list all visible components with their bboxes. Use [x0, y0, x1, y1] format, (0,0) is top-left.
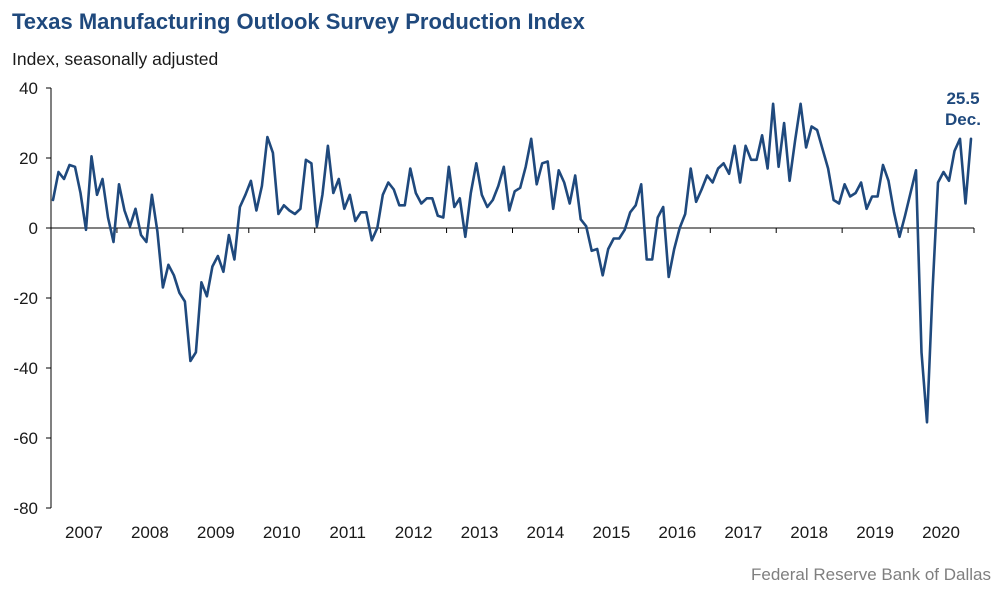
y-tick-label: 0 — [29, 219, 38, 238]
y-tick-label: 40 — [19, 79, 38, 98]
source-credit: Federal Reserve Bank of Dallas — [750, 565, 991, 584]
x-tick-label: 2008 — [131, 523, 169, 542]
y-axis: 40 20 0 -20 -40 -60 -80 — [13, 79, 52, 518]
x-tick-label: 2014 — [527, 523, 565, 542]
chart-subtitle: Index, seasonally adjusted — [12, 49, 219, 69]
series-line — [51, 102, 973, 424]
plot-area — [51, 102, 973, 424]
x-tick-label: 2007 — [65, 523, 103, 542]
x-tick-label: 2015 — [592, 523, 630, 542]
x-tick-label: 2016 — [658, 523, 696, 542]
chart-title: Texas Manufacturing Outlook Survey Produ… — [12, 9, 585, 34]
y-tick-label: -80 — [13, 499, 38, 518]
x-tick-label: 2013 — [461, 523, 499, 542]
x-tick-label: 2018 — [790, 523, 828, 542]
x-axis: 2007 2008 2009 2010 2011 2012 2013 2014 2015 2016… — [50, 227, 975, 542]
x-tick-label: 2011 — [329, 523, 366, 542]
x-tick-label: 2020 — [922, 523, 960, 542]
x-tick-label: 2012 — [395, 523, 433, 542]
x-tick-label: 2019 — [856, 523, 894, 542]
y-tick-label: -40 — [13, 359, 38, 378]
annotation-value: 25.5 — [946, 89, 979, 108]
annotation-label: Dec. — [945, 110, 981, 129]
y-tick-label: 20 — [19, 149, 38, 168]
x-tick-label: 2017 — [724, 523, 762, 542]
last-value-annotation: 25.5 Dec. — [945, 89, 981, 129]
y-tick-label: -60 — [13, 429, 38, 448]
x-tick-label: 2010 — [263, 523, 301, 542]
y-tick-label: -20 — [13, 289, 38, 308]
x-tick-label: 2009 — [197, 523, 235, 542]
